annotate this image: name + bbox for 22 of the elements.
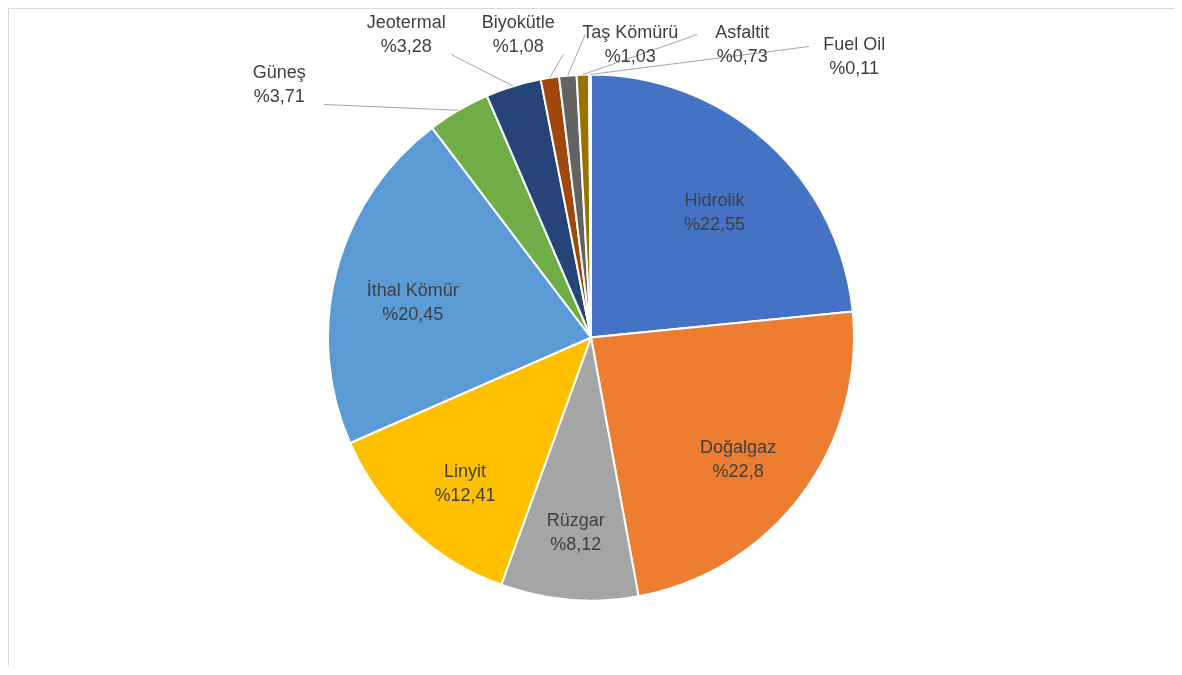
slice-label: Doğalgaz [700,437,777,458]
data-label: %22,8 [712,461,764,482]
slice-label: Taş Kömürü [582,21,679,42]
data-label: %22,55 [684,214,746,235]
data-label: %8,12 [550,533,602,554]
slice-label: Rüzgar [546,509,605,530]
slice-label: Fuel Oil [823,33,886,54]
data-label: %0,11 [829,57,880,78]
data-label: %1,03 [604,45,656,66]
data-label: %3,71 [253,85,305,106]
slice-label: Hidrolik [684,190,746,211]
data-label: %0,73 [716,45,768,66]
slice-label: İthal Kömür [366,280,459,301]
slice-label: Linyit [444,460,487,481]
slice-label: Biyokütle [481,11,555,32]
data-label: %1,08 [492,35,544,56]
slice-label: Jeotermal [366,11,446,32]
slice-label: Asfaltit [715,21,770,42]
data-label: %20,45 [382,304,444,325]
data-label: %12,41 [434,484,496,505]
data-label: %3,28 [380,35,432,56]
slice-label: Güneş [252,61,306,82]
